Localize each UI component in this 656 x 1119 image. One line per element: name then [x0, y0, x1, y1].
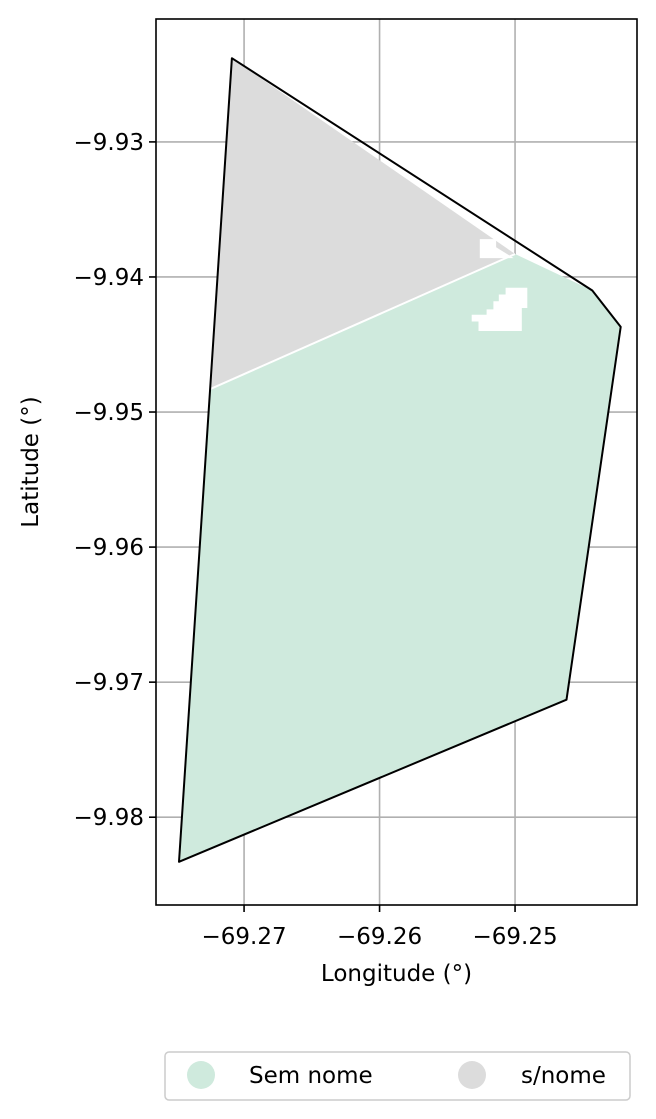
x-tick-label: −69.26 [337, 924, 422, 950]
boundary-outline [178, 57, 622, 863]
x-axis-ticks: −69.27 −69.26 −69.25 [202, 905, 558, 950]
x-tick-label: −69.27 [202, 924, 287, 950]
y-tick-label: −9.93 [74, 130, 144, 156]
map-regions [179, 58, 621, 862]
map-lines [178, 57, 622, 863]
legend-label: Sem nome [249, 1063, 373, 1089]
y-tick-label: −9.98 [74, 805, 144, 831]
y-tick-label: −9.97 [74, 670, 144, 696]
x-axis-title: Longitude (°) [321, 961, 472, 987]
y-tick-label: −9.96 [74, 535, 144, 561]
region-hole [479, 239, 514, 259]
region-s-nome [210, 58, 516, 390]
region-divider-line [209, 253, 516, 391]
y-tick-label: −9.94 [74, 265, 144, 291]
region-hole [471, 287, 528, 331]
legend: Sem nome s/nome [164, 1051, 631, 1101]
y-axis-title: Latitude (°) [18, 396, 44, 527]
map-holes [471, 239, 528, 331]
legend-items: Sem nome s/nome [187, 1061, 606, 1089]
y-tick-label: −9.95 [74, 400, 144, 426]
legend-box [164, 1051, 631, 1101]
legend-marker [458, 1061, 486, 1089]
axes-frame [155, 18, 638, 906]
region-sem-nome [179, 254, 621, 862]
x-tick-label: −69.25 [472, 924, 557, 950]
legend-label: s/nome [521, 1063, 606, 1089]
legend-marker [187, 1061, 215, 1089]
y-axis-ticks: −9.93 −9.94 −9.95 −9.96 −9.97 −9.98 [74, 130, 156, 831]
